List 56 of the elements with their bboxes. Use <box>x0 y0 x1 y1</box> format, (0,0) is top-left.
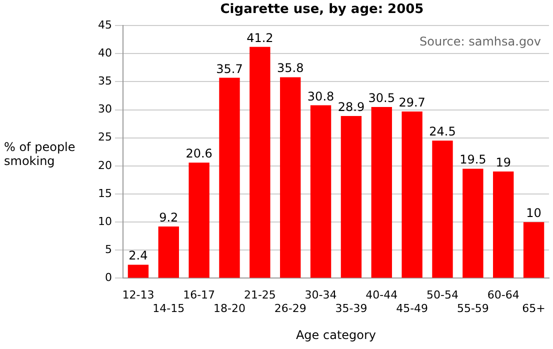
data-label: 29.7 <box>398 95 426 110</box>
bar <box>340 116 362 278</box>
bar <box>128 264 149 278</box>
annotation: Source: samhsa.gov <box>420 34 541 49</box>
data-label: 30.8 <box>307 89 334 104</box>
data-label: 2.4 <box>128 248 148 263</box>
x-tick-label: 21-25 <box>244 288 276 302</box>
data-label: 41.2 <box>246 30 274 45</box>
data-label: 30.5 <box>368 90 395 105</box>
data-label: 9.2 <box>159 210 178 225</box>
data-label: 19 <box>496 156 511 170</box>
y-tick-label: 5 <box>104 242 112 256</box>
y-tick-label: 40 <box>98 46 112 60</box>
bar <box>371 106 392 278</box>
y-tick-label: 15 <box>98 186 112 200</box>
y-tick-label: 45 <box>98 18 112 32</box>
y-tick-label: 30 <box>98 102 112 116</box>
x-tick-label: 26-29 <box>274 302 306 315</box>
bar <box>188 162 210 278</box>
y-tick-label: 20 <box>98 158 112 172</box>
bar <box>523 222 544 278</box>
x-tick-label: 35-39 <box>335 302 368 315</box>
x-tick-label: 50-54 <box>426 288 458 302</box>
bar <box>280 77 301 278</box>
bar <box>158 226 179 278</box>
y-axis-title: % of people smoking <box>4 140 76 168</box>
x-tick-label: 16-17 <box>183 288 216 302</box>
data-label: 10 <box>526 206 542 220</box>
x-tick-label: 55-59 <box>456 302 489 315</box>
x-axis-title: Age category <box>296 328 376 342</box>
x-tick-label: 45-49 <box>396 302 428 315</box>
data-label: 35.8 <box>276 61 304 76</box>
bar <box>250 46 270 278</box>
bar <box>432 140 453 278</box>
data-label: 19.5 <box>460 152 486 167</box>
data-label: 24.5 <box>429 124 456 139</box>
data-label: 28.9 <box>338 100 365 114</box>
x-tick-label: 30-34 <box>304 288 337 302</box>
chart-title: Cigarette use, by age: 2005 <box>220 2 424 18</box>
y-tick-label: 0 <box>104 271 112 284</box>
x-tick-label: 65+ <box>522 302 546 315</box>
bar <box>310 105 332 278</box>
bar <box>493 172 514 278</box>
x-tick-label: 14-15 <box>152 302 185 315</box>
x-tick-label: 12-13 <box>122 288 154 302</box>
x-tick-label: 18-20 <box>214 302 246 315</box>
x-tick-label: 40-44 <box>366 288 398 302</box>
bar <box>219 78 240 278</box>
y-tick-label: 25 <box>98 130 112 144</box>
data-label: 35.7 <box>216 62 243 76</box>
y-tick-label: 10 <box>98 214 112 228</box>
bar <box>462 168 484 278</box>
data-label: 20.6 <box>186 146 212 161</box>
y-tick-label: 35 <box>98 74 112 88</box>
x-tick-label: 60-64 <box>487 288 520 302</box>
bar <box>402 111 422 278</box>
